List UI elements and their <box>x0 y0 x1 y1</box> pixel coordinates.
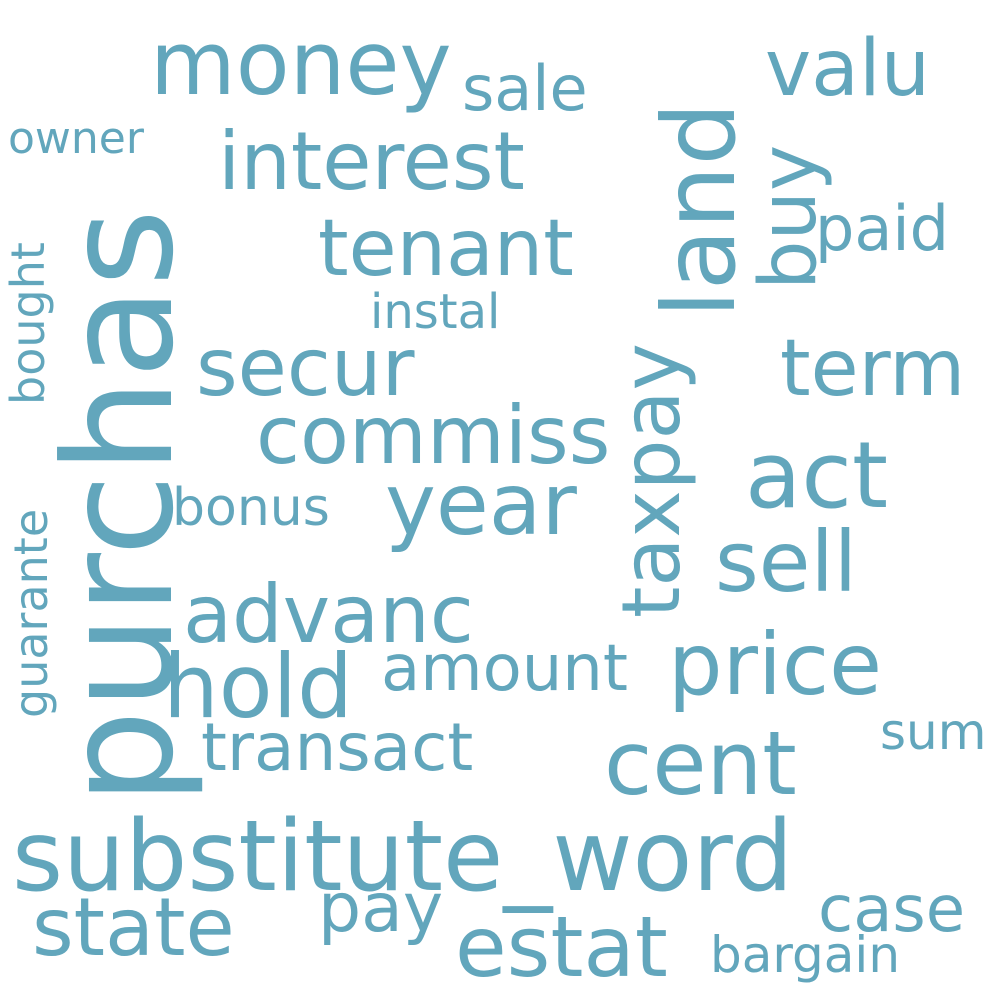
word-cent: cent <box>604 712 797 815</box>
word-interest: interest <box>218 115 525 208</box>
word-valu: valu <box>765 24 931 114</box>
word-sale: sale <box>462 52 588 125</box>
word-substitute-word: substitute_word <box>12 800 794 914</box>
word-buy: buy <box>744 144 834 290</box>
word-amount: amount <box>381 632 628 706</box>
word-owner: owner <box>8 113 144 164</box>
word-commiss: commiss <box>256 389 611 482</box>
word-state: state <box>32 881 235 974</box>
word-bonus: bonus <box>172 478 330 538</box>
word-price: price <box>668 615 883 715</box>
word-money: money <box>150 12 452 115</box>
word-hold: hold <box>163 635 353 738</box>
word-case: case <box>818 873 966 947</box>
word-estat: estat <box>455 898 668 996</box>
word-paid: paid <box>815 192 949 265</box>
word-transact: transact <box>201 709 474 786</box>
word-pay: pay <box>318 869 444 948</box>
word-secur: secur <box>196 321 415 414</box>
word-land: land <box>641 102 758 318</box>
word-advanc: advanc <box>183 568 474 661</box>
word-purchas: purchas <box>33 208 207 805</box>
word-instal: instal <box>370 284 501 340</box>
word-term: term <box>780 324 966 414</box>
word-act: act <box>745 422 889 529</box>
word-bought: bought <box>1 242 55 405</box>
word-sell: sell <box>715 513 858 611</box>
word-taxpay: taxpay <box>605 343 698 618</box>
word-sum: sum <box>880 703 987 761</box>
word-tenant: tenant <box>318 204 574 294</box>
word-bargain: bargain <box>710 926 901 984</box>
word-guarante: guarante <box>4 508 58 718</box>
word-year: year <box>385 455 577 555</box>
